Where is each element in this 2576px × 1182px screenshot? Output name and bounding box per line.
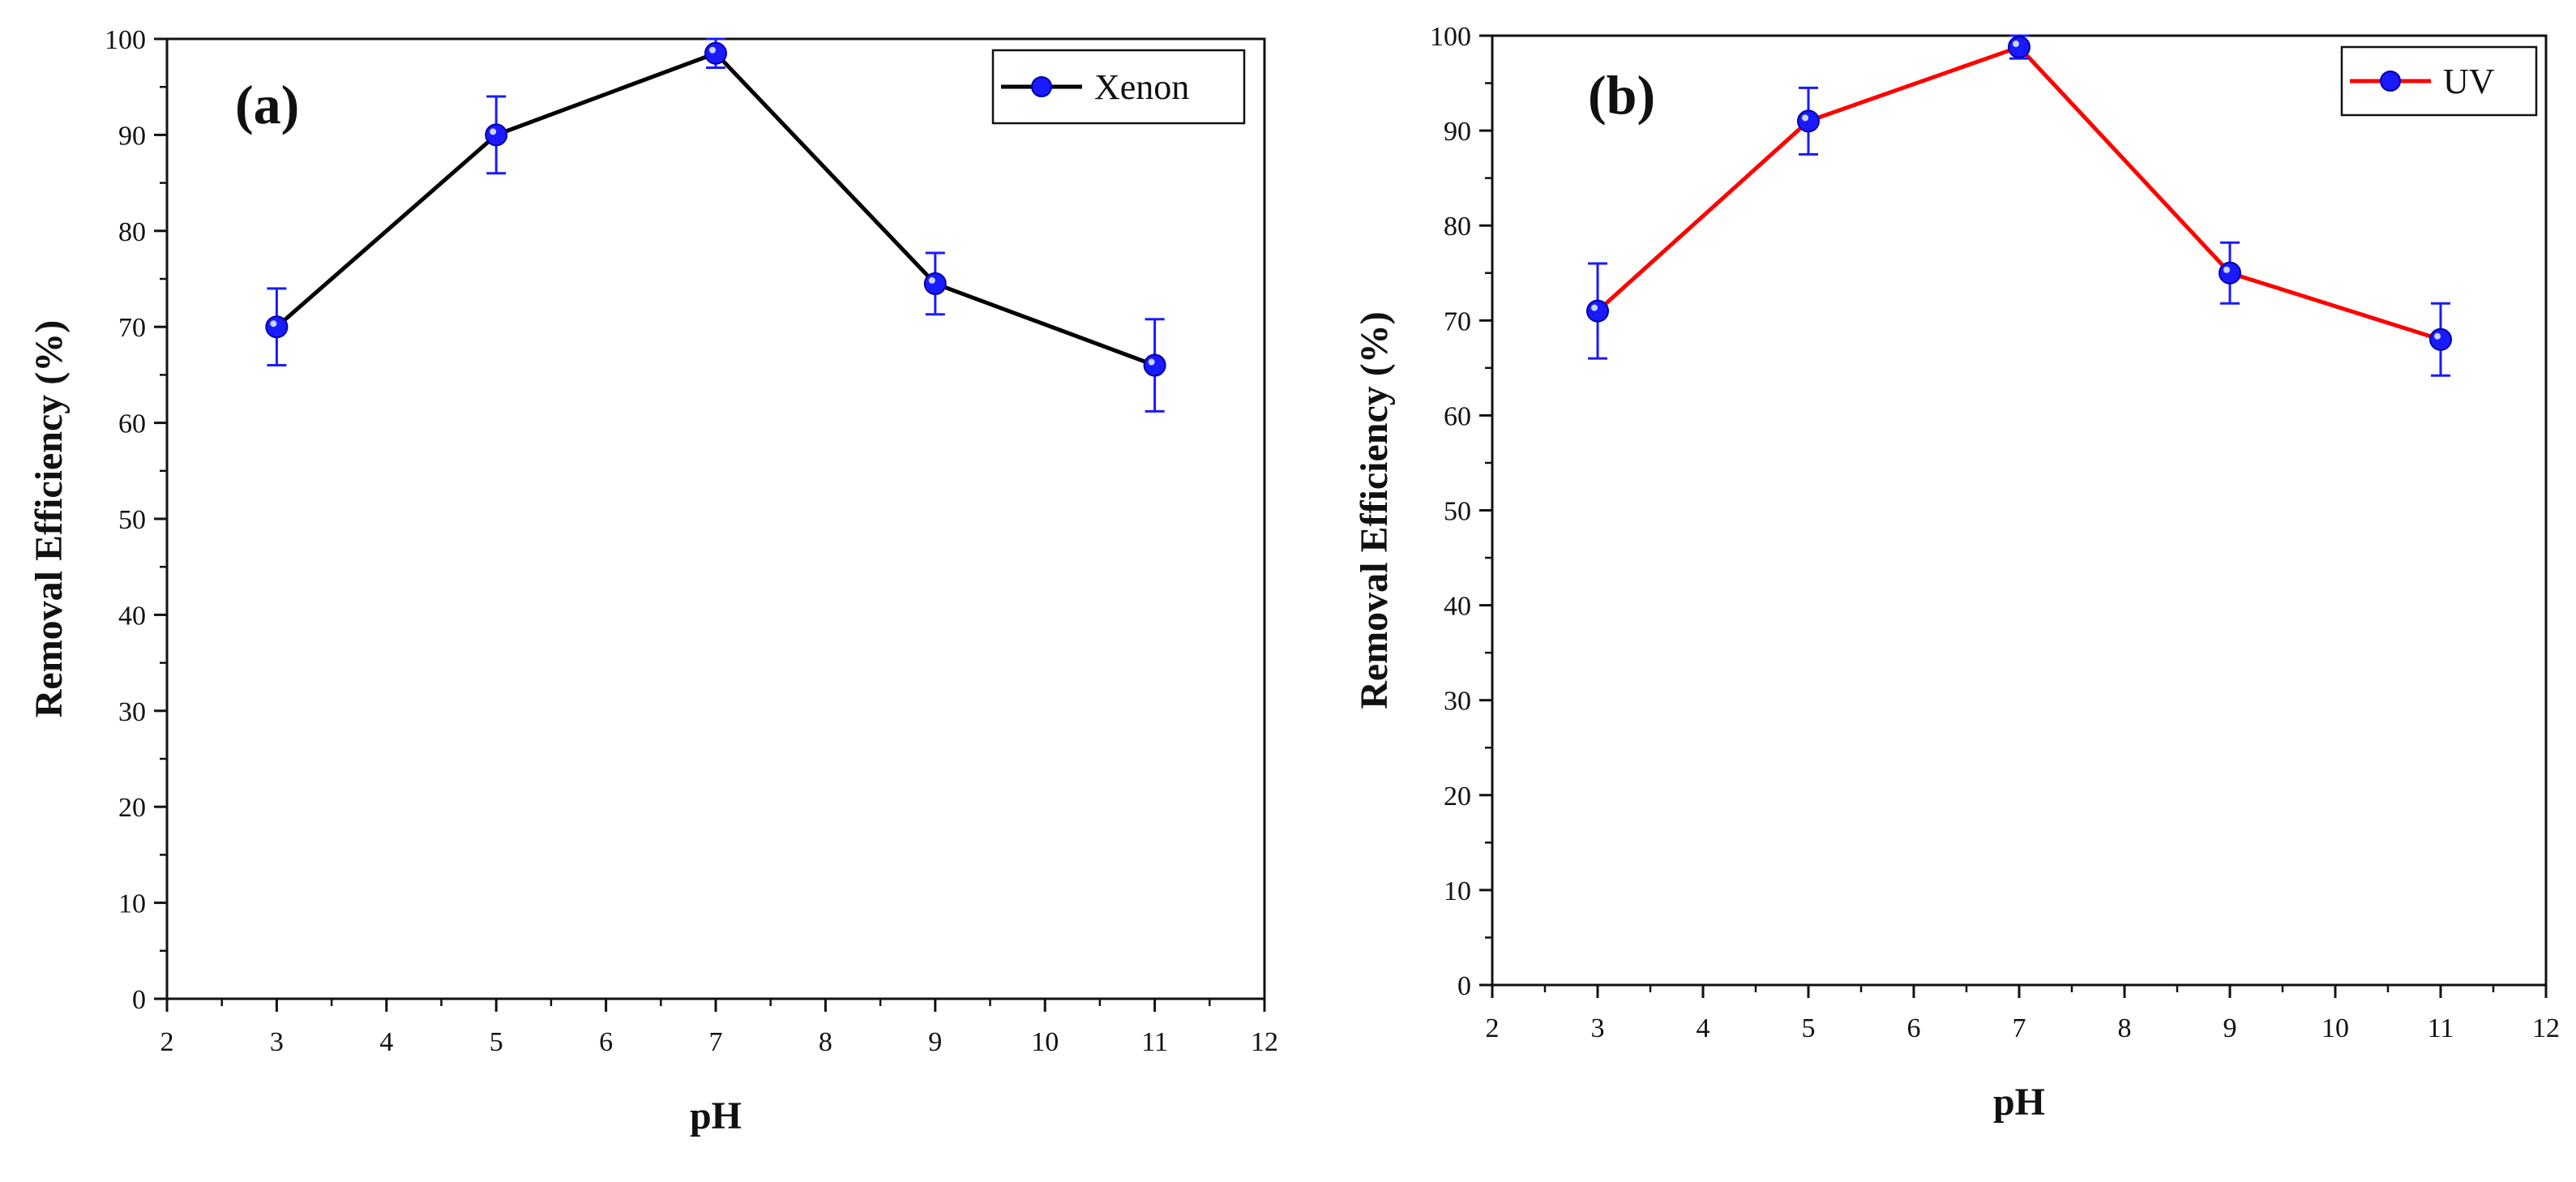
y-tick-label: 70 (118, 313, 146, 343)
x-tick-label: 12 (1251, 1027, 1278, 1057)
x-axis-title: pH (1993, 1081, 2045, 1124)
legend-marker (2380, 71, 2401, 92)
x-tick-label: 7 (709, 1027, 723, 1057)
y-tick-label: 10 (1444, 876, 1471, 906)
data-point-highlight (1802, 114, 1808, 122)
y-axis-title: Removal Efficiency (%) (1353, 311, 1396, 709)
plot-frame (165, 37, 1266, 1000)
y-tick-label: 60 (1444, 401, 1471, 431)
x-tick-label: 6 (1907, 1013, 1921, 1043)
y-tick-label: 100 (105, 25, 146, 55)
y-tick-label: 20 (1444, 782, 1471, 812)
data-point-highlight (270, 320, 277, 328)
y-tick-label: 40 (1444, 592, 1471, 622)
legend-label: Xenon (1094, 67, 1189, 107)
y-tick-label: 90 (118, 121, 146, 151)
x-tick-label: 11 (2428, 1013, 2454, 1043)
x-tick-label: 6 (599, 1027, 613, 1057)
x-tick-label: 9 (928, 1027, 942, 1057)
y-tick-label: 0 (132, 985, 146, 1015)
panel-label: (b) (1588, 64, 1655, 126)
legend-marker (1031, 76, 1052, 97)
y-tick-label: 50 (1444, 497, 1471, 527)
x-tick-label: 7 (2013, 1013, 2026, 1043)
y-tick-label: 100 (1430, 22, 1471, 52)
data-point (2219, 261, 2241, 285)
y-tick-label: 10 (118, 889, 146, 919)
data-point (1586, 299, 1609, 323)
x-tick-label: 8 (819, 1027, 832, 1057)
data-point (265, 315, 289, 339)
panel-label: (a) (235, 74, 299, 135)
plot-frame (1491, 34, 2548, 987)
data-point (2429, 328, 2452, 351)
data-point-highlight (1591, 304, 1598, 311)
x-tick-label: 4 (379, 1027, 393, 1057)
y-tick-label: 80 (1444, 212, 1471, 242)
y-tick-label: 30 (1444, 687, 1471, 717)
x-tick-label: 4 (1697, 1013, 1710, 1043)
data-point (704, 41, 727, 65)
legend: UV (2340, 45, 2538, 117)
x-tick-label: 11 (1141, 1027, 1168, 1057)
y-tick-label: 20 (118, 793, 146, 823)
x-axis-title: pH (690, 1094, 742, 1137)
legend-label: UV (2443, 62, 2495, 101)
x-tick-label: 2 (160, 1027, 174, 1057)
data-point (485, 123, 508, 147)
chart-panel-b: 2 3 4 5 6 7 8 9 10 11 12 0 10 20 30 40 50 60 70 80 90 100 pH Re… (1353, 22, 2560, 1124)
data-point-highlight (2434, 332, 2441, 340)
x-tick-label: 5 (1802, 1013, 1816, 1043)
series-line (1596, 45, 2441, 342)
y-tick-label: 90 (1444, 117, 1471, 147)
x-tick-label: 12 (2532, 1013, 2560, 1043)
data-point-highlight (928, 276, 935, 284)
data-point-highlight (2013, 41, 2019, 48)
x-tick-label: 2 (1486, 1013, 1500, 1043)
y-tick-label: 70 (1444, 306, 1471, 336)
y-tick-label: 50 (118, 505, 146, 535)
y-tick-label: 0 (1457, 971, 1471, 1001)
data-point (1143, 353, 1166, 377)
x-tick-label: 3 (270, 1027, 284, 1057)
y-tick-label: 40 (118, 601, 146, 631)
y-tick-label: 80 (118, 217, 146, 247)
data-point (2008, 36, 2030, 59)
y-tick-label: 30 (118, 697, 146, 727)
x-tick-label: 10 (1031, 1027, 1059, 1057)
data-point (923, 272, 947, 295)
y-tick-label: 60 (118, 409, 146, 439)
legend: Xenon (991, 49, 1246, 125)
x-tick-label: 3 (1591, 1013, 1605, 1043)
x-tick-label: 5 (490, 1027, 503, 1057)
chart-panel-a: 2 3 4 5 6 7 8 9 10 11 12 0 10 20 30 40 50 60 70 80 90 100 pH Re… (28, 25, 1278, 1137)
x-tick-label: 8 (2118, 1013, 2132, 1043)
x-tick-label: 10 (2321, 1013, 2349, 1043)
x-tick-label: 9 (2223, 1013, 2237, 1043)
data-point-highlight (490, 128, 497, 135)
data-point-highlight (1148, 358, 1155, 366)
data-point (1797, 109, 1820, 133)
y-axis-title: Removal Efficiency (%) (28, 320, 71, 718)
data-point-highlight (2223, 266, 2230, 273)
data-point-highlight (709, 46, 716, 54)
